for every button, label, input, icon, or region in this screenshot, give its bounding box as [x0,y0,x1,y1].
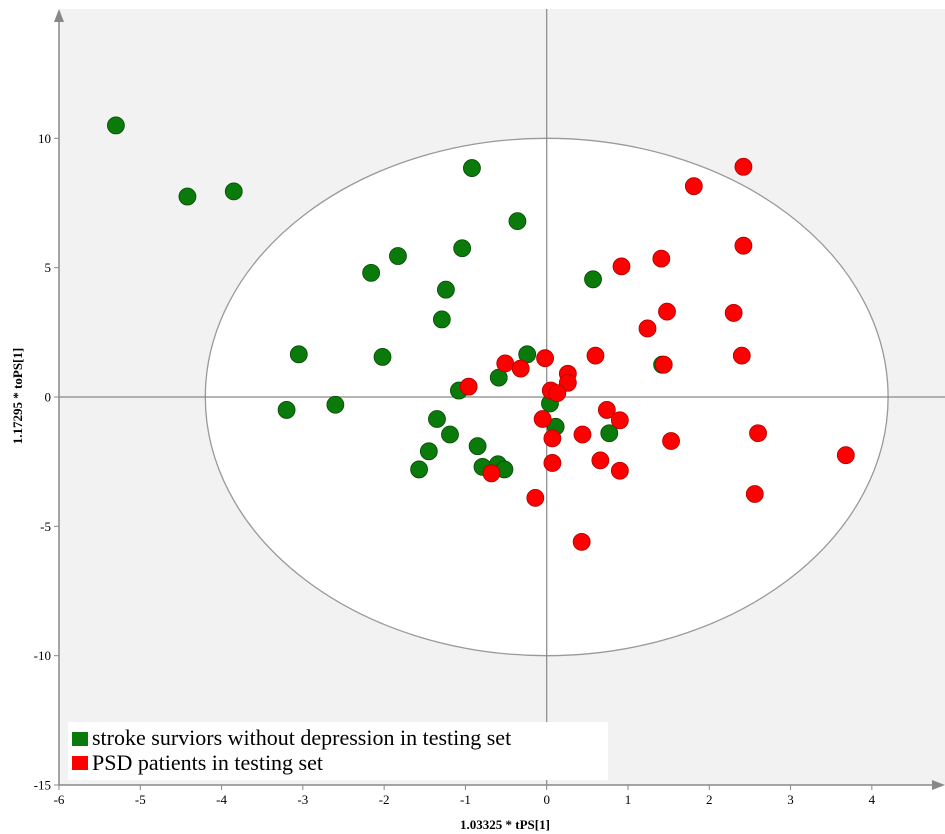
data-point-nondepressed [441,425,459,444]
data-point-psd [573,425,592,444]
legend-swatch-psd [72,756,88,770]
data-point-psd [724,304,743,322]
data-point-psd [612,257,631,276]
data-point-psd [749,424,767,443]
y-axis-arrow [54,9,64,22]
data-point-psd [610,461,629,480]
y-tick-label: 0 [45,390,52,405]
legend-label-nondepressed: stroke surviors without depression in te… [92,725,511,750]
x-tick-label: 4 [869,792,876,807]
data-point-psd [638,319,657,338]
data-point-psd [496,354,515,373]
y-axis-label: 1.17295 * toPS[1] [10,348,25,444]
legend-background [68,722,608,780]
data-point-psd [572,532,591,551]
x-tick-label: -2 [379,792,390,807]
data-point-psd [662,432,680,450]
x-tick-label: 1 [625,792,632,807]
data-point-nondepressed [373,348,392,366]
data-point-psd [654,355,673,374]
legend: stroke surviors without depression in te… [68,722,608,780]
data-point-psd [836,446,855,465]
data-point-nondepressed [508,212,527,231]
x-tick-label: -1 [460,792,471,807]
x-tick-label: -5 [135,792,146,807]
data-point-nondepressed [389,247,407,265]
legend-label-psd: PSD patients in testing set [92,750,323,775]
data-point-nondepressed [224,182,243,201]
data-point-psd [658,302,676,321]
x-tick-label: -6 [54,792,65,807]
data-point-nondepressed [277,401,296,419]
data-point-psd [732,346,751,365]
data-point-psd [536,349,554,368]
x-tick-label: 3 [787,792,794,807]
data-point-psd [533,410,552,428]
data-point-psd [548,384,567,403]
data-point-psd [684,177,703,196]
data-point-nondepressed [326,395,345,414]
data-point-nondepressed [178,187,197,206]
x-tick-label: -4 [216,792,227,807]
data-point-psd [459,377,478,396]
data-point-psd [511,359,530,378]
y-tick-label: -15 [34,778,51,793]
data-point-psd [526,488,545,507]
data-point-nondepressed [289,345,308,364]
data-point-nondepressed [419,442,438,461]
data-point-nondepressed [463,159,481,177]
legend-swatch-nondepressed [72,732,88,746]
data-point-nondepressed [437,280,455,299]
data-point-psd [543,454,562,472]
data-point-nondepressed [600,424,619,443]
data-point-nondepressed [584,270,602,289]
data-point-psd [543,429,562,448]
data-point-psd [734,157,753,176]
data-point-nondepressed [106,116,125,135]
data-point-psd [734,236,753,255]
y-tick-label: 5 [45,260,52,275]
x-tick-label: 2 [706,792,713,807]
data-point-nondepressed [428,410,446,428]
x-axis-arrow [932,780,945,790]
data-point-psd [586,346,605,365]
y-tick-label: -5 [40,519,51,534]
data-point-psd [591,451,610,470]
data-point-nondepressed [362,263,381,282]
data-point-psd [652,249,671,268]
y-tick-label: 10 [38,131,51,146]
y-tick-label: -10 [34,648,51,663]
data-point-nondepressed [432,310,451,329]
data-point-psd [610,411,629,430]
data-point-psd [482,464,501,483]
x-tick-label: -3 [297,792,308,807]
x-axis-label: 1.03325 * tPS[1] [460,817,550,832]
data-point-psd [745,485,764,503]
data-point-psd [597,401,616,419]
x-tick-label: 0 [543,792,550,807]
data-point-nondepressed [410,460,428,479]
data-point-nondepressed [453,239,472,258]
data-point-nondepressed [468,437,487,456]
